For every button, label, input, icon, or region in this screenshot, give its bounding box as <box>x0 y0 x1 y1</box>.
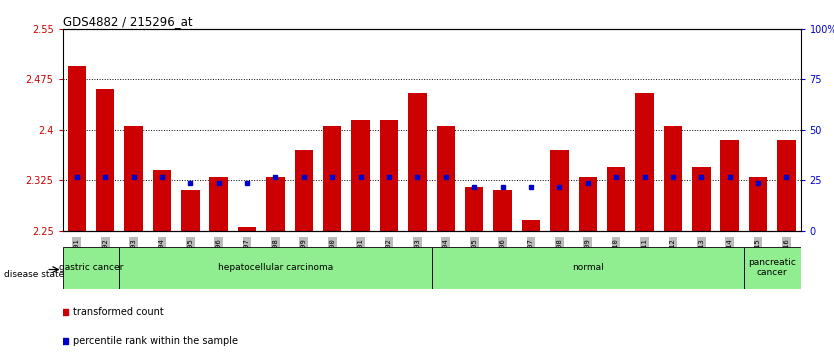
Bar <box>664 126 682 231</box>
Bar <box>153 170 171 231</box>
Bar <box>209 177 228 231</box>
Bar <box>238 227 256 231</box>
Text: GDS4882 / 215296_at: GDS4882 / 215296_at <box>63 15 192 28</box>
Bar <box>744 247 801 289</box>
Bar <box>351 120 369 231</box>
Bar <box>692 167 711 231</box>
Bar <box>96 90 114 231</box>
Bar <box>749 177 767 231</box>
Bar <box>579 177 597 231</box>
Bar <box>63 247 119 289</box>
Bar <box>550 150 569 231</box>
Bar <box>181 190 199 231</box>
Text: normal: normal <box>572 263 604 272</box>
Text: hepatocellular carcinoma: hepatocellular carcinoma <box>218 263 333 272</box>
Bar <box>294 150 313 231</box>
Text: transformed count: transformed count <box>73 307 163 317</box>
Bar <box>777 140 796 231</box>
Bar <box>68 66 86 231</box>
Text: percentile rank within the sample: percentile rank within the sample <box>73 336 238 346</box>
Bar <box>379 120 399 231</box>
Bar <box>522 220 540 231</box>
Bar <box>721 140 739 231</box>
Text: pancreatic
cancer: pancreatic cancer <box>748 258 796 277</box>
Bar <box>323 126 341 231</box>
Bar <box>465 187 484 231</box>
Text: disease state: disease state <box>4 270 64 278</box>
Bar <box>408 93 427 231</box>
Bar <box>436 126 455 231</box>
Bar <box>636 93 654 231</box>
Bar <box>266 177 284 231</box>
Bar <box>607 167 626 231</box>
Bar <box>494 190 512 231</box>
Bar <box>432 247 744 289</box>
Bar <box>119 247 432 289</box>
Text: gastric cancer: gastric cancer <box>58 263 123 272</box>
Bar <box>124 126 143 231</box>
